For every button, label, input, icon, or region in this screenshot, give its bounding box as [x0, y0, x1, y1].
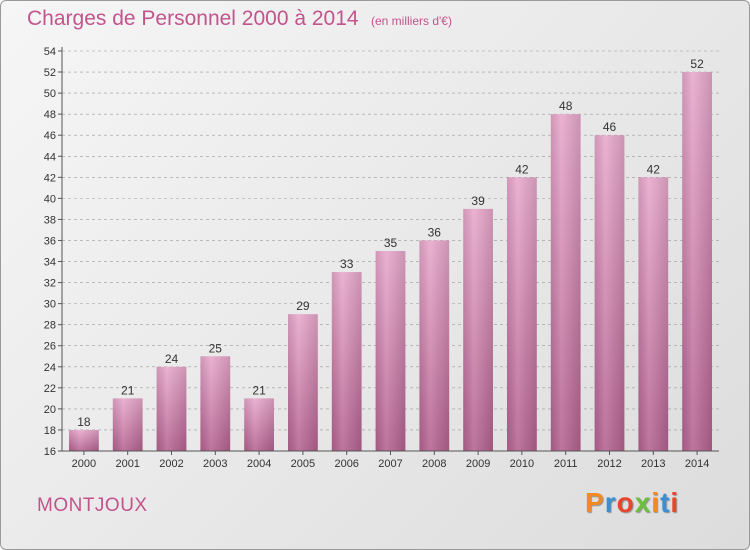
bar-shading: [69, 429, 99, 451]
y-tick-label: 44: [44, 151, 56, 163]
x-tick-label: 2010: [510, 458, 534, 470]
y-tick-label: 32: [44, 278, 56, 290]
logo-letter: i: [670, 487, 680, 518]
logo-letter: i: [651, 487, 661, 518]
logo-letter: o: [616, 487, 635, 518]
bar-shading: [507, 177, 537, 451]
x-tick-label: 2013: [641, 458, 665, 470]
y-tick-label: 26: [44, 341, 56, 353]
y-tick-label: 18: [44, 425, 56, 437]
x-tick-label: 2007: [378, 458, 402, 470]
bars: [69, 72, 712, 452]
y-tick-label: 22: [44, 383, 56, 395]
value-label: 21: [252, 383, 266, 397]
value-label: 33: [340, 257, 354, 271]
value-label: 35: [384, 236, 398, 250]
bar-shading: [550, 114, 581, 451]
chart-title: Charges de Personnel 2000 à 2014: [27, 7, 359, 30]
value-label: 42: [515, 162, 529, 176]
bar-shading: [288, 314, 318, 451]
value-labels: 18 21 24 25 21 29 33 35 36 39 42 48 46 42 52: [77, 57, 704, 429]
x-tick-label: 2009: [466, 458, 490, 470]
y-tick-label: 34: [44, 257, 56, 269]
x-tick-label: 2003: [203, 458, 227, 470]
value-label: 42: [647, 162, 661, 176]
x-tick-label: 2005: [291, 458, 315, 470]
y-tick-label: 46: [44, 130, 56, 142]
logo-letter: r: [604, 487, 617, 518]
y-tick-label: 52: [44, 67, 56, 79]
bar-shading: [419, 240, 450, 451]
bar-shading: [594, 135, 625, 452]
value-label: 24: [165, 352, 179, 366]
x-tick-label: 2000: [72, 458, 96, 470]
y-tick-label: 42: [44, 172, 56, 184]
x-tick-label: 2008: [422, 458, 446, 470]
bar-shading: [112, 398, 143, 451]
bar-shading: [375, 251, 406, 451]
proxiti-logo[interactable]: Proxiti: [585, 487, 679, 519]
value-label: 48: [559, 99, 573, 113]
y-tick-label: 38: [44, 214, 56, 226]
y-tick-label: 54: [44, 46, 56, 58]
value-label: 36: [428, 225, 442, 239]
value-label: 18: [77, 415, 91, 429]
x-tick-label: 2002: [159, 458, 183, 470]
value-label: 25: [209, 341, 223, 355]
bar-shading: [156, 366, 187, 451]
x-tick-label: 2001: [115, 458, 139, 470]
x-tick-label: 2011: [554, 458, 578, 470]
logo-letter: x: [634, 487, 652, 518]
y-tick-label: 36: [44, 235, 56, 247]
bar-shading: [244, 398, 274, 451]
x-tick-label: 2004: [247, 458, 271, 470]
y-tick-label: 50: [44, 88, 56, 100]
y-tick-label: 20: [44, 404, 56, 416]
bar-shading: [331, 272, 362, 451]
x-tick-label: 2012: [597, 458, 621, 470]
value-label: 52: [690, 57, 704, 71]
y-tick-label: 24: [44, 362, 56, 374]
bar-shading: [200, 356, 231, 451]
place-name: MONTJOUX: [37, 495, 148, 516]
x-tick-label: 2006: [334, 458, 358, 470]
value-label: 46: [603, 120, 617, 134]
bar-shading: [463, 208, 493, 451]
value-label: 39: [471, 194, 485, 208]
logo-letter: t: [660, 487, 671, 518]
y-tick-label: 30: [44, 299, 56, 311]
y-tick-label: 16: [44, 446, 56, 458]
logo-letter: P: [585, 487, 605, 518]
value-label: 21: [121, 383, 135, 397]
bar-shading: [682, 72, 712, 451]
y-tick-label: 48: [44, 109, 56, 121]
y-tick-label: 40: [44, 193, 56, 205]
x-tick-label: 2014: [685, 458, 709, 470]
value-label: 29: [296, 299, 310, 313]
axes: 16 18 20 22 24 26 28 30 32 34 36 38 40 42 44 46 48 50 52 54…: [44, 46, 719, 470]
bar-shading: [638, 177, 669, 451]
chart-subtitle: (en milliers d'€): [371, 14, 452, 28]
y-tick-label: 28: [44, 320, 56, 332]
